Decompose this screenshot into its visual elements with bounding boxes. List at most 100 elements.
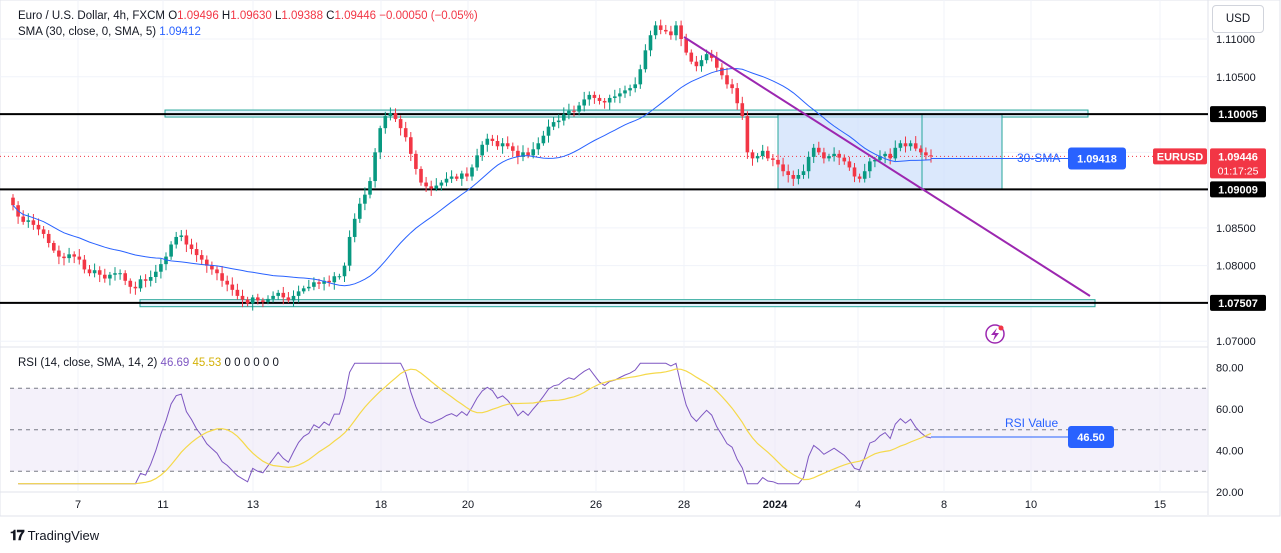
rsi-tick-label: 20.00	[1216, 487, 1244, 499]
candle-body	[556, 120, 561, 123]
candle-body	[760, 150, 765, 157]
symbol-title: Euro / U.S. Dollar, 4h, FXCM	[18, 10, 165, 22]
candle-body	[699, 60, 704, 67]
candle-body	[903, 143, 908, 147]
candle-body	[562, 114, 566, 121]
rsi-tick-label: 60.00	[1216, 404, 1244, 416]
candle-body	[337, 276, 342, 278]
candle-body	[919, 148, 923, 153]
horizontal-levels	[0, 113, 1208, 304]
candle-body	[409, 137, 413, 154]
candle-body	[878, 156, 882, 160]
brand-name: TradingView	[27, 528, 100, 543]
candle-body	[261, 300, 265, 302]
candle-body	[862, 171, 867, 179]
candle-body	[806, 156, 811, 172]
rsi-annotation-box	[1068, 425, 1114, 448]
rsi-zeros: 0 0 0 0 0 0	[224, 357, 279, 369]
candle-body	[567, 110, 571, 115]
candle-body	[235, 289, 240, 296]
candle-body	[72, 254, 76, 257]
candle-body	[286, 297, 291, 301]
candle-body	[67, 254, 71, 259]
candle-body	[332, 276, 337, 283]
ohlc-value: 1.09388	[281, 10, 323, 22]
sma-path	[12, 67, 932, 287]
candle-body	[852, 167, 857, 177]
candle-body	[541, 135, 546, 144]
candle-body	[87, 269, 92, 274]
candle-body	[465, 173, 469, 177]
candle-body	[383, 116, 388, 129]
candle-body	[913, 143, 918, 149]
candle-body	[526, 152, 530, 156]
candle-body	[577, 105, 581, 112]
candle-body	[679, 25, 683, 39]
candle-body	[424, 182, 428, 187]
candle-body	[46, 233, 51, 243]
rsi-value: 46.69	[160, 357, 190, 369]
rsi-annotation-text: RSI Value	[1005, 416, 1058, 430]
sma-label: SMA (30, close, 0, SMA, 5)	[18, 26, 157, 38]
candle-body	[837, 153, 841, 158]
candles	[11, 19, 933, 311]
candle-body	[363, 194, 367, 204]
time-tick-label: 2024	[763, 499, 788, 511]
rsi-legend: RSI (14, close, SMA, 14, 2) 46.69 45.53 …	[18, 357, 279, 369]
candle-body	[893, 147, 898, 159]
candle-body	[725, 75, 729, 85]
candle-body	[97, 270, 102, 275]
time-tick-label: 15	[1154, 499, 1166, 511]
candle-body	[454, 176, 459, 179]
candle-body	[429, 186, 433, 189]
candle-body	[266, 298, 270, 302]
candle-body	[301, 288, 306, 292]
rsi-annotation-value: 46.50	[1077, 432, 1105, 444]
candle-body	[689, 52, 694, 62]
countdown-label: 01:17:25	[1218, 165, 1259, 177]
candle-body	[623, 90, 627, 94]
currency-button[interactable]: USD	[1212, 5, 1264, 33]
candle-body	[444, 178, 449, 183]
candle-body	[827, 156, 831, 159]
candle-body	[709, 54, 714, 58]
candle-body	[883, 153, 887, 157]
candle-body	[368, 181, 372, 195]
candle-body	[271, 295, 275, 299]
rsi-label: RSI (14, close, SMA, 14, 2)	[18, 357, 158, 369]
candle-body	[393, 113, 398, 120]
symbol-label: EURUSD	[1157, 151, 1204, 163]
candle-body	[715, 57, 719, 68]
candle-body	[730, 84, 734, 89]
price-tick-label: 1.10500	[1216, 72, 1256, 84]
candle-body	[643, 50, 648, 70]
candle-body	[495, 141, 500, 147]
candle-body	[475, 155, 479, 168]
ohlc-key: O	[168, 10, 178, 22]
candle-body	[511, 146, 515, 151]
candle-body	[342, 265, 347, 277]
candle-body	[31, 220, 36, 225]
candle-body	[811, 147, 816, 157]
candle-body	[148, 277, 153, 281]
candle-body	[317, 282, 321, 284]
sma-legend: SMA (30, close, 0, SMA, 5) 1.09412	[18, 26, 201, 38]
candle-body	[868, 161, 872, 172]
candle-body	[638, 69, 643, 85]
candle-body	[582, 99, 586, 106]
candle-body	[194, 249, 199, 256]
time-tick-label: 28	[678, 499, 690, 511]
candle-body	[225, 280, 229, 285]
candle-body	[307, 286, 311, 289]
candle-body	[373, 152, 377, 182]
candle-body	[745, 116, 750, 153]
candle-body	[291, 295, 296, 301]
chart-border	[0, 0, 1281, 517]
candle-body	[199, 255, 204, 260]
candle-body	[781, 164, 785, 172]
candle-body	[123, 273, 127, 281]
ohlc-legend: Euro / U.S. Dollar, 4h, FXCM O1.09496 H1…	[18, 10, 478, 22]
candle-body	[388, 113, 393, 117]
sma-annotation-value: 1.09418	[1077, 154, 1117, 166]
